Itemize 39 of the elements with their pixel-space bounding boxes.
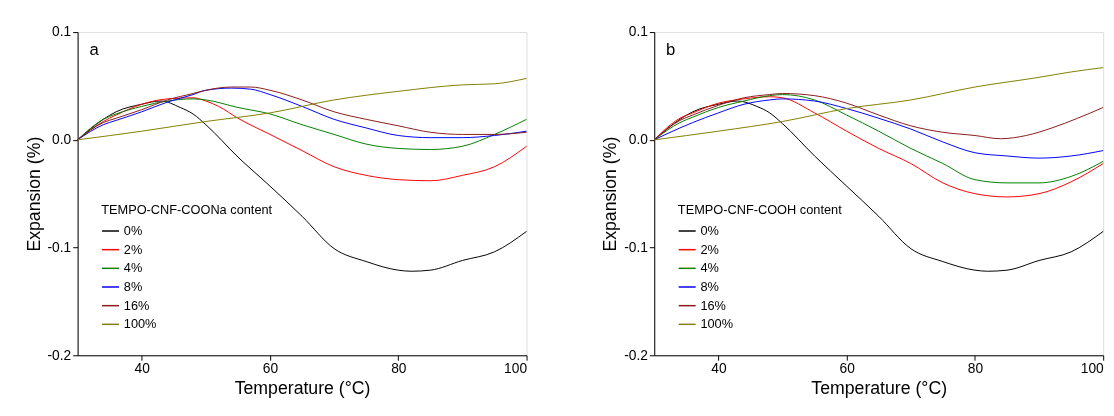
legend-title: TEMPO-CNF-COONa content (101, 201, 273, 217)
y-tick-label: 0.0 (52, 132, 72, 148)
y-tick-label: 0.1 (628, 24, 648, 40)
annotation: b (666, 39, 676, 59)
legend-label: 2% (700, 241, 719, 257)
y-tick-label: -0.2 (624, 347, 648, 363)
y-tick-label: 0.0 (628, 132, 649, 148)
x-tick-label: 100 (1080, 361, 1105, 377)
line-series (653, 93, 1104, 141)
legend-label: 4% (123, 260, 143, 276)
x-tick-label: 80 (967, 361, 984, 377)
legend-label: 16% (123, 297, 150, 313)
y-tick-label: 0.1 (52, 24, 72, 40)
legend-label: 0% (700, 222, 719, 238)
x-axis-title: Temperature (°C) (811, 378, 948, 399)
x-tick-label: 40 (134, 361, 151, 377)
y-axis-title: Expansion (%) (600, 136, 621, 252)
y-tick-label: -0.2 (47, 347, 72, 363)
annotation: a (89, 39, 100, 59)
y-axis-title: Expansion (%) (23, 136, 44, 252)
x-tick-label: 60 (839, 361, 856, 377)
y-tick-label: -0.1 (624, 239, 648, 255)
x-tick-label: 60 (262, 361, 279, 377)
legend-label: 16% (700, 297, 726, 313)
y-tick-label: -0.1 (47, 239, 72, 255)
x-axis-title: Temperature (°C) (234, 378, 371, 399)
legend-title: TEMPO-CNF-COOH content (677, 201, 843, 217)
x-tick-label: 100 (504, 361, 528, 377)
x-tick-label: 80 (391, 361, 407, 377)
legend-label: 4% (700, 260, 719, 276)
legend-label: 8% (700, 278, 719, 294)
legend-label: 0% (123, 222, 143, 238)
legend-label: 100% (123, 316, 157, 332)
legend-label: 2% (123, 241, 143, 257)
line-series (77, 98, 528, 150)
x-tick-label: 40 (711, 361, 727, 377)
line-series (653, 67, 1104, 141)
legend-label: 100% (700, 316, 734, 332)
legend-label: 8% (123, 278, 143, 294)
